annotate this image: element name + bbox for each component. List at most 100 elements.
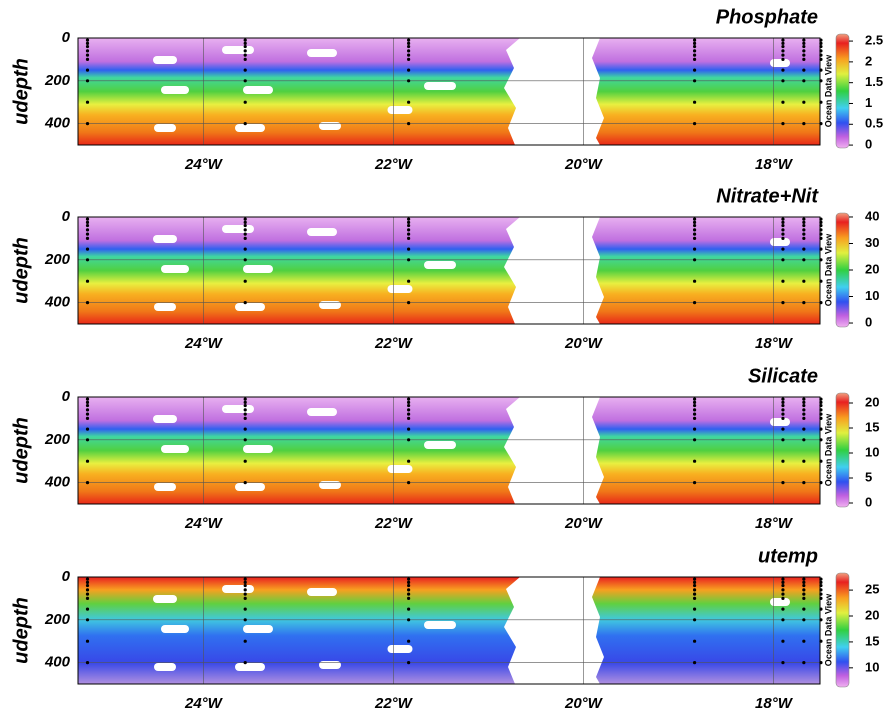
no-data-patch [161, 86, 189, 94]
sample-point [781, 53, 785, 57]
colorbar-tick-label: 15 [865, 633, 879, 648]
sample-point [243, 122, 247, 126]
sample-point [85, 41, 90, 45]
sample-point [243, 438, 247, 442]
sample-point [407, 412, 411, 416]
sample-point [802, 68, 806, 72]
sample-point [781, 577, 785, 581]
x-tick-label: 22°W [374, 156, 414, 173]
colorbar-label: Ocean Data View [823, 54, 833, 127]
sample-point [802, 596, 806, 601]
sample-point [802, 577, 806, 581]
no-data-patch [307, 588, 337, 596]
no-data-patch [319, 301, 341, 309]
no-data-patch [387, 645, 413, 653]
no-data-patch [307, 228, 337, 236]
sample-point [692, 44, 697, 49]
sample-point [781, 618, 785, 622]
x-tick-label: 24°W [184, 515, 224, 532]
sample-point [692, 403, 697, 408]
sample-point [802, 44, 806, 49]
x-tick-label: 22°W [374, 515, 414, 532]
no-data-patch [424, 261, 456, 269]
no-data-patch [154, 663, 176, 671]
sample-point [85, 57, 90, 62]
no-data-patch [153, 56, 177, 64]
sample-point [802, 223, 806, 228]
sample-point [781, 301, 785, 305]
sample-point [85, 232, 90, 236]
sample-point [407, 639, 411, 643]
sample-point [85, 427, 90, 431]
sample-point [407, 577, 411, 581]
sample-point [692, 122, 697, 126]
field [78, 38, 820, 145]
no-data-patch [770, 59, 790, 67]
sample-point [692, 57, 697, 62]
no-data-patch [235, 663, 265, 671]
sample-point [781, 279, 785, 283]
colorbar [835, 392, 850, 508]
y-tick-label: 200 [44, 431, 71, 448]
colorbar-tick-label: 25 [865, 582, 879, 597]
sample-point [85, 438, 90, 442]
sample-point [85, 596, 90, 601]
x-tick-label: 22°W [374, 335, 414, 352]
sample-point [243, 588, 247, 592]
sample-point [85, 122, 90, 126]
colorbar-tick-label: 0.5 [865, 116, 883, 131]
sample-point [692, 588, 697, 592]
section-panel: 24°W 22°W 20°W 18°W 0 200 400 udepth utemp 10 15 20… [10, 545, 879, 712]
sample-point [692, 247, 697, 251]
no-data-patch [424, 82, 456, 90]
y-tick-label: 400 [44, 654, 71, 671]
sample-point [407, 44, 411, 49]
sample-point [802, 416, 806, 420]
sample-point [781, 100, 785, 104]
no-data-patch [770, 238, 790, 246]
sample-point [407, 481, 411, 485]
x-tick-label: 20°W [564, 515, 604, 532]
sample-point [85, 223, 90, 228]
sample-point [802, 122, 806, 126]
no-data-patch [319, 661, 341, 669]
sample-point [781, 49, 785, 53]
sample-point [407, 258, 411, 262]
no-data-patch [222, 405, 254, 413]
panel-title: Nitrate+Nit [716, 185, 819, 207]
sample-point [781, 427, 785, 431]
no-data-patch [243, 86, 273, 94]
sample-point [781, 588, 785, 592]
sample-point [407, 438, 411, 442]
sample-point [781, 41, 785, 45]
no-data-patch [307, 49, 337, 57]
sample-point [85, 416, 90, 420]
colorbar-tick-label: 10 [865, 659, 879, 674]
sample-point [407, 583, 411, 588]
y-axis-label: udepth [10, 237, 32, 304]
sample-point [85, 403, 90, 408]
sample-point [407, 122, 411, 126]
sample-point [85, 236, 90, 240]
no-data-patch [243, 445, 273, 453]
colorbar-tick-label: 2.5 [865, 33, 883, 48]
no-data-patch [222, 225, 254, 233]
plot-frame [77, 37, 821, 146]
sample-point [407, 580, 411, 584]
y-tick-label: 400 [44, 115, 71, 132]
sample-point [243, 100, 247, 104]
sample-point [85, 79, 90, 83]
sample-point [243, 223, 247, 228]
sample-point [781, 583, 785, 588]
colorbar-label: Ocean Data View [823, 233, 833, 306]
sample-point [781, 223, 785, 228]
sample-point [692, 223, 697, 228]
sample-point [802, 588, 806, 592]
colorbar [835, 33, 850, 149]
sample-point [781, 217, 785, 221]
sample-point [407, 236, 411, 240]
sample-point [85, 459, 90, 463]
sample-point [781, 220, 785, 224]
sample-point [692, 408, 697, 412]
sample-point [692, 279, 697, 283]
